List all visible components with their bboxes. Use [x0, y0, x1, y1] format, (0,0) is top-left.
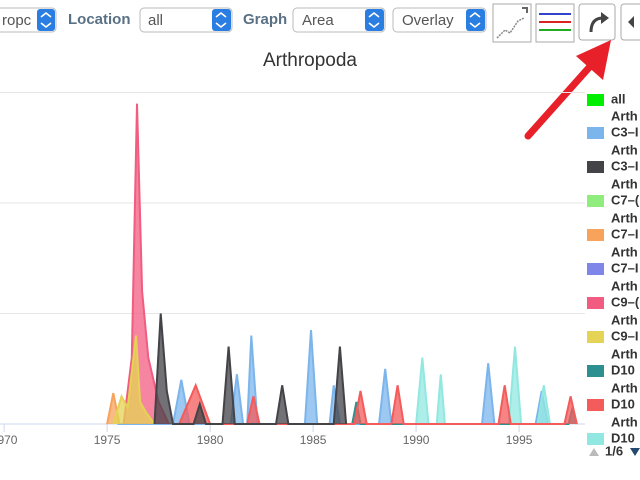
- legend-label: Arth: [611, 278, 638, 293]
- legend-swatch: [587, 127, 604, 139]
- x-tick-label: 1985: [300, 433, 327, 447]
- graph-label: Graph: [243, 11, 287, 28]
- area-line: [112, 335, 156, 425]
- legend-label: D10: [611, 362, 635, 377]
- legend-label: C3–I: [611, 124, 638, 139]
- location-label: Location: [68, 11, 131, 28]
- legend-swatch: [587, 297, 604, 309]
- legend-label: Arth: [611, 346, 638, 361]
- legend-swatch: [587, 195, 604, 207]
- x-tick-label: 1995: [506, 433, 533, 447]
- x-tick-label: 1975: [94, 433, 121, 447]
- chart-title: Arthropoda: [263, 50, 357, 71]
- legend-swatch: [587, 229, 604, 241]
- legend-pager: 1/6: [589, 443, 640, 458]
- legend-label: Arth: [611, 414, 638, 429]
- location-select-text: all: [148, 12, 163, 29]
- red-arrow: [524, 40, 611, 140]
- legend-label: C9–(: [611, 294, 640, 309]
- legend-swatch: [587, 94, 604, 106]
- legend-item[interactable]: all: [587, 91, 625, 106]
- legend-label: D10: [611, 430, 635, 445]
- redo-button[interactable]: [578, 3, 616, 41]
- location-select[interactable]: all: [139, 7, 233, 33]
- legend-swatch: [587, 365, 604, 377]
- legend-label: C7–(: [611, 192, 640, 207]
- mode-select[interactable]: Overlay: [392, 7, 487, 33]
- pager-down[interactable]: [630, 448, 640, 456]
- legend-label: C7–I: [611, 226, 638, 241]
- group-select[interactable]: ropc: [0, 7, 57, 33]
- legend-label: C9–I: [611, 328, 638, 343]
- area-fill: [117, 330, 548, 424]
- legend-label: Arth: [611, 244, 638, 259]
- x-tick-label: 1980: [197, 433, 224, 447]
- pager-text: 1/6: [605, 443, 623, 458]
- group-select-text: ropc: [2, 12, 32, 29]
- legend-label: D10: [611, 396, 635, 411]
- legend-swatch: [587, 263, 604, 275]
- plot: 1970 1975 1980 1985 1990 1995: [0, 92, 585, 447]
- legend-swatch: [587, 399, 604, 411]
- legend-label: C7–I: [611, 260, 638, 275]
- pager-up[interactable]: [589, 448, 599, 456]
- legend-label: Arth: [611, 108, 638, 123]
- legend-swatch: [587, 433, 604, 445]
- back-button[interactable]: [620, 3, 640, 41]
- graph-select-text: Area: [302, 12, 334, 29]
- lines-button[interactable]: [535, 3, 575, 43]
- legend-label: Arth: [611, 176, 638, 191]
- x-tick-label: 1970: [0, 433, 18, 447]
- x-tick-label: 1990: [403, 433, 430, 447]
- graph-select[interactable]: Area: [292, 7, 386, 33]
- legend-swatch: [587, 331, 604, 343]
- legend-label: Arth: [611, 210, 638, 225]
- legend-swatch: [587, 161, 604, 173]
- legend: allArthC3–IArthC3–IArthC7–(ArthC7–IArthC…: [587, 91, 640, 445]
- mode-select-text: Overlay: [402, 12, 454, 29]
- legend-label: Arth: [611, 142, 638, 157]
- legend-label: all: [611, 91, 625, 106]
- area-line: [153, 313, 348, 425]
- trend-button[interactable]: [492, 3, 532, 43]
- legend-label: C3–I: [611, 158, 638, 173]
- legend-label: Arth: [611, 312, 638, 327]
- legend-label: Arth: [611, 380, 638, 395]
- area-fill: [416, 346, 550, 424]
